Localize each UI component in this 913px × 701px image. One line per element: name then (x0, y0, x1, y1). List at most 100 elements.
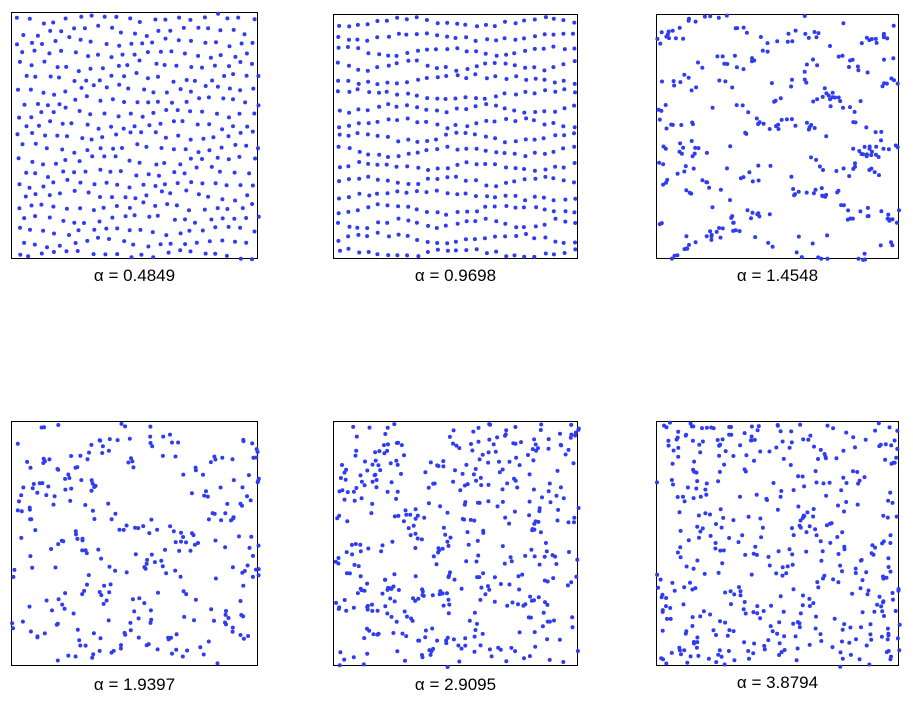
data-point (807, 642, 812, 647)
data-point (825, 256, 830, 261)
data-point (755, 428, 760, 433)
data-point (42, 631, 47, 636)
data-point (543, 174, 548, 179)
data-point (724, 13, 729, 18)
data-point (422, 515, 427, 520)
data-point (890, 591, 895, 595)
data-point (671, 79, 676, 84)
data-point (803, 31, 808, 36)
data-point (492, 575, 497, 580)
data-point (658, 41, 663, 46)
data-point (181, 589, 186, 594)
data-point (502, 106, 507, 111)
data-point (814, 480, 819, 485)
data-point (513, 166, 518, 171)
data-point (338, 248, 342, 253)
data-point (775, 39, 780, 44)
data-point (708, 612, 713, 617)
data-point (454, 68, 459, 73)
data-point (128, 628, 133, 633)
data-point (851, 469, 855, 474)
data-point (474, 49, 479, 54)
data-point (534, 205, 539, 210)
data-point (464, 35, 469, 40)
data-point (672, 83, 677, 88)
data-point (342, 657, 347, 662)
data-point (832, 616, 837, 621)
data-point (434, 226, 439, 230)
data-point (120, 146, 124, 150)
data-point (543, 600, 547, 605)
data-point (123, 424, 128, 429)
data-point (33, 141, 38, 146)
data-point (726, 649, 731, 653)
data-point (355, 22, 360, 27)
data-point (542, 207, 547, 212)
data-point (434, 562, 439, 567)
data-point (477, 575, 482, 580)
data-point (97, 219, 102, 224)
data-point (464, 76, 469, 81)
data-point (377, 90, 381, 95)
data-point (189, 38, 193, 43)
data-point (813, 626, 818, 631)
data-point (827, 480, 832, 485)
data-point (670, 580, 675, 585)
data-point (197, 96, 202, 101)
data-point (686, 538, 691, 543)
data-point (115, 226, 120, 231)
data-point (569, 432, 574, 437)
data-point (396, 232, 401, 237)
data-point (567, 550, 571, 554)
data-point (354, 448, 359, 453)
data-point (200, 228, 205, 233)
data-point (868, 632, 873, 637)
data-point (344, 571, 349, 576)
panel-caption: α = 1.4548 (736, 266, 819, 285)
data-point (46, 484, 51, 489)
data-point (426, 501, 431, 506)
data-point (465, 530, 470, 535)
panel-caption: α = 0.4849 (93, 266, 176, 285)
data-point (729, 425, 733, 429)
data-point (11, 626, 15, 631)
data-point (366, 121, 371, 126)
data-point (48, 28, 53, 33)
data-point (73, 654, 78, 659)
data-point (721, 515, 726, 520)
data-point (446, 597, 451, 602)
data-point (340, 463, 344, 467)
data-point (853, 120, 858, 125)
data-point (551, 16, 556, 21)
data-point (728, 198, 732, 203)
data-point (784, 117, 789, 122)
data-point (137, 58, 142, 63)
data-point (463, 636, 468, 641)
data-point (430, 593, 435, 598)
data-point (156, 590, 160, 595)
data-point (782, 634, 787, 639)
data-point (522, 254, 527, 259)
data-point (553, 239, 558, 244)
data-point (238, 599, 243, 603)
data-point (22, 102, 27, 107)
data-point (254, 455, 259, 460)
data-point (881, 35, 886, 40)
data-point (773, 98, 778, 103)
data-point (198, 645, 203, 650)
data-point (510, 600, 515, 605)
data-point (856, 68, 861, 73)
data-point (481, 571, 486, 576)
data-point (708, 229, 713, 234)
data-point (376, 631, 381, 636)
data-point (174, 203, 179, 208)
data-point (467, 618, 472, 623)
data-point (886, 147, 891, 152)
data-point (172, 170, 177, 175)
data-point (655, 480, 659, 485)
data-point (846, 208, 851, 213)
data-point (59, 29, 64, 34)
data-point (394, 496, 399, 501)
data-point (376, 463, 381, 468)
data-point (683, 433, 688, 438)
